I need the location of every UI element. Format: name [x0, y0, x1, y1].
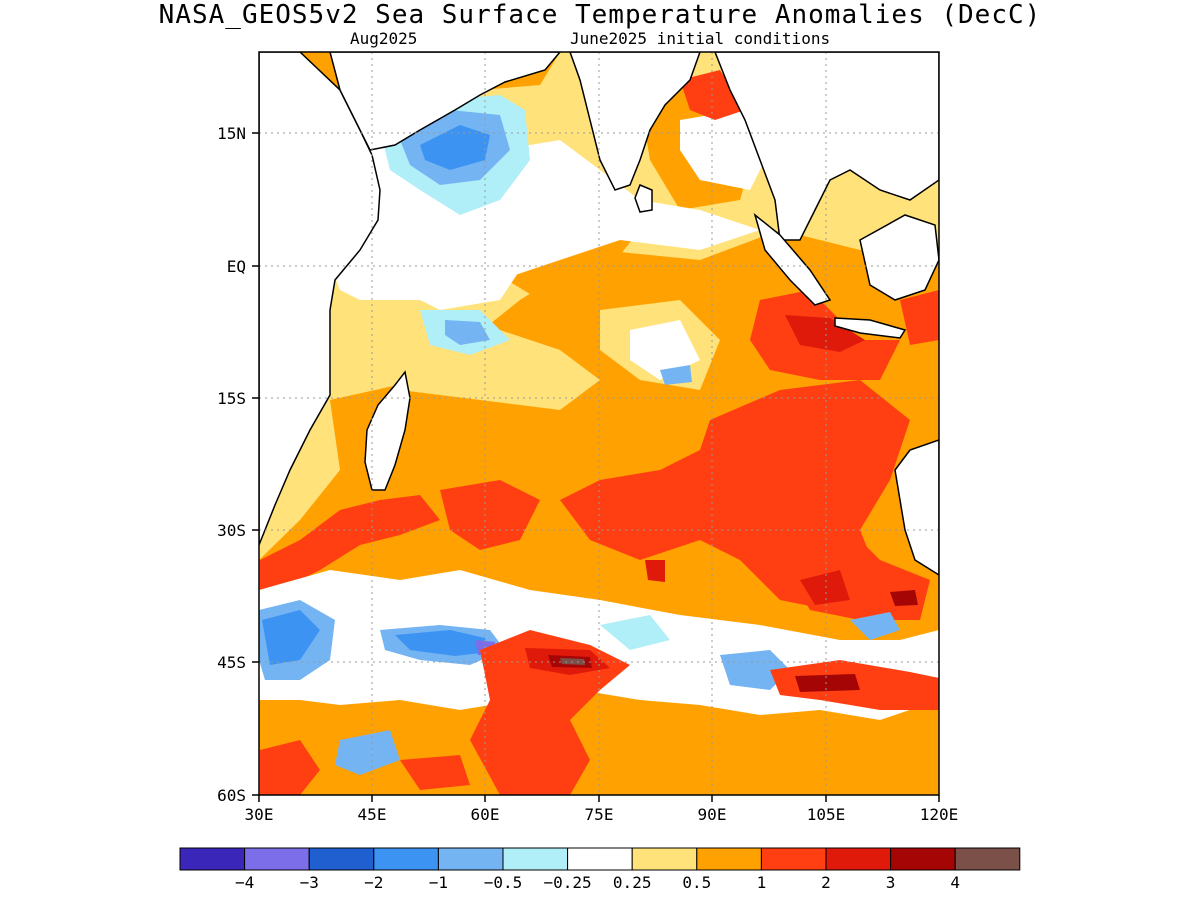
anomaly-region-cool [335, 730, 400, 775]
anomaly-region-red [800, 570, 850, 605]
anomaly-region-neutral [400, 240, 520, 310]
sumatra-land [753, 212, 832, 306]
anomaly-region-cool [850, 612, 900, 640]
borneo-land [859, 214, 939, 301]
anomaly-region-cool [262, 610, 320, 665]
longitude-label: 120E [920, 805, 959, 824]
anomaly-region-cool [395, 630, 490, 656]
anomaly-region-red [440, 480, 540, 550]
latitude-label: EQ [227, 257, 246, 276]
anomaly-region-cool [660, 365, 692, 385]
colorbar-swatch [631, 847, 698, 871]
longitude-label: 105E [807, 805, 846, 824]
graticule [259, 52, 939, 795]
anomaly-region-red [900, 290, 939, 345]
longitude-label: 90E [698, 805, 727, 824]
java-land [834, 317, 907, 339]
colorbar-label: 3 [886, 873, 896, 892]
colorbar-swatch [825, 847, 892, 871]
initial-conditions-label: June2025 initial conditions [570, 29, 831, 48]
anomaly-region-red [645, 560, 665, 582]
coastlines [259, 52, 939, 576]
sri-lanka-land [634, 184, 653, 213]
longitude-label: 75E [585, 805, 614, 824]
colorbar-swatch [567, 847, 633, 871]
latitude-label: 15N [217, 124, 246, 143]
anomaly-region-neutral [630, 320, 700, 380]
anomaly-region-cool [720, 650, 790, 690]
colorbar-label: 2 [821, 873, 831, 892]
colorbar-swatch [954, 847, 1021, 871]
colorbar-label: 4 [950, 873, 960, 892]
anomaly-region-cool [445, 320, 490, 345]
southeast-asia-land [714, 52, 939, 241]
colorbar-swatch [179, 847, 246, 871]
latitude-label: 45S [217, 653, 246, 672]
valid-month-label: Aug2025 [350, 29, 418, 48]
anomaly-region-red [795, 674, 860, 692]
anomaly-region-red [890, 590, 918, 606]
colorbar-label: 1 [757, 873, 767, 892]
colorbar-label: −0.25 [544, 873, 592, 892]
latitude-label: 30S [217, 521, 246, 540]
arabia-land [329, 52, 561, 151]
anomaly-region-red [785, 315, 865, 352]
colorbar-label: −2 [364, 873, 383, 892]
longitude-axis: 30E 45E 60E 75E 90E 105E 120E [245, 795, 959, 824]
india-land [569, 52, 701, 191]
anomaly-region-neutral [680, 110, 770, 190]
latitude-label: 60S [217, 786, 246, 805]
colorbar-label: −1 [429, 873, 448, 892]
colorbar-swatch [437, 847, 504, 871]
colorbar-label: −3 [300, 873, 319, 892]
longitude-label: 30E [245, 805, 274, 824]
anomaly-region-cool [420, 125, 490, 170]
longitude-label: 45E [358, 805, 387, 824]
colorbar-swatch [890, 847, 956, 871]
colorbar-label: 0.5 [682, 873, 711, 892]
colorbar-swatch [308, 847, 375, 871]
colorbar-label: −0.5 [484, 873, 523, 892]
colorbar-swatch [696, 847, 762, 871]
anomaly-region-red [260, 495, 440, 590]
colorbar-label: 0.25 [613, 873, 652, 892]
map-title: NASA_GEOS5v2 Sea Surface Temperature Ano… [158, 0, 1042, 30]
colorbar-swatch [502, 847, 569, 871]
colorbar-swatch [760, 847, 827, 871]
anomaly-region-cool [600, 615, 670, 650]
colorbar: −4 −3 −2 −1 −0.5 −0.25 0.25 0.5 1 2 3 4 [179, 847, 1021, 892]
anomaly-region-red [260, 740, 320, 795]
latitude-axis: 15N EQ 15S 30S 45S 60S [217, 124, 259, 805]
latitude-label: 15S [217, 389, 246, 408]
colorbar-label: −4 [235, 873, 254, 892]
anomaly-region-red [400, 755, 470, 790]
australia-land [894, 439, 939, 576]
colorbar-swatch [373, 847, 439, 871]
colorbar-swatch [244, 847, 310, 871]
longitude-label: 60E [471, 805, 500, 824]
